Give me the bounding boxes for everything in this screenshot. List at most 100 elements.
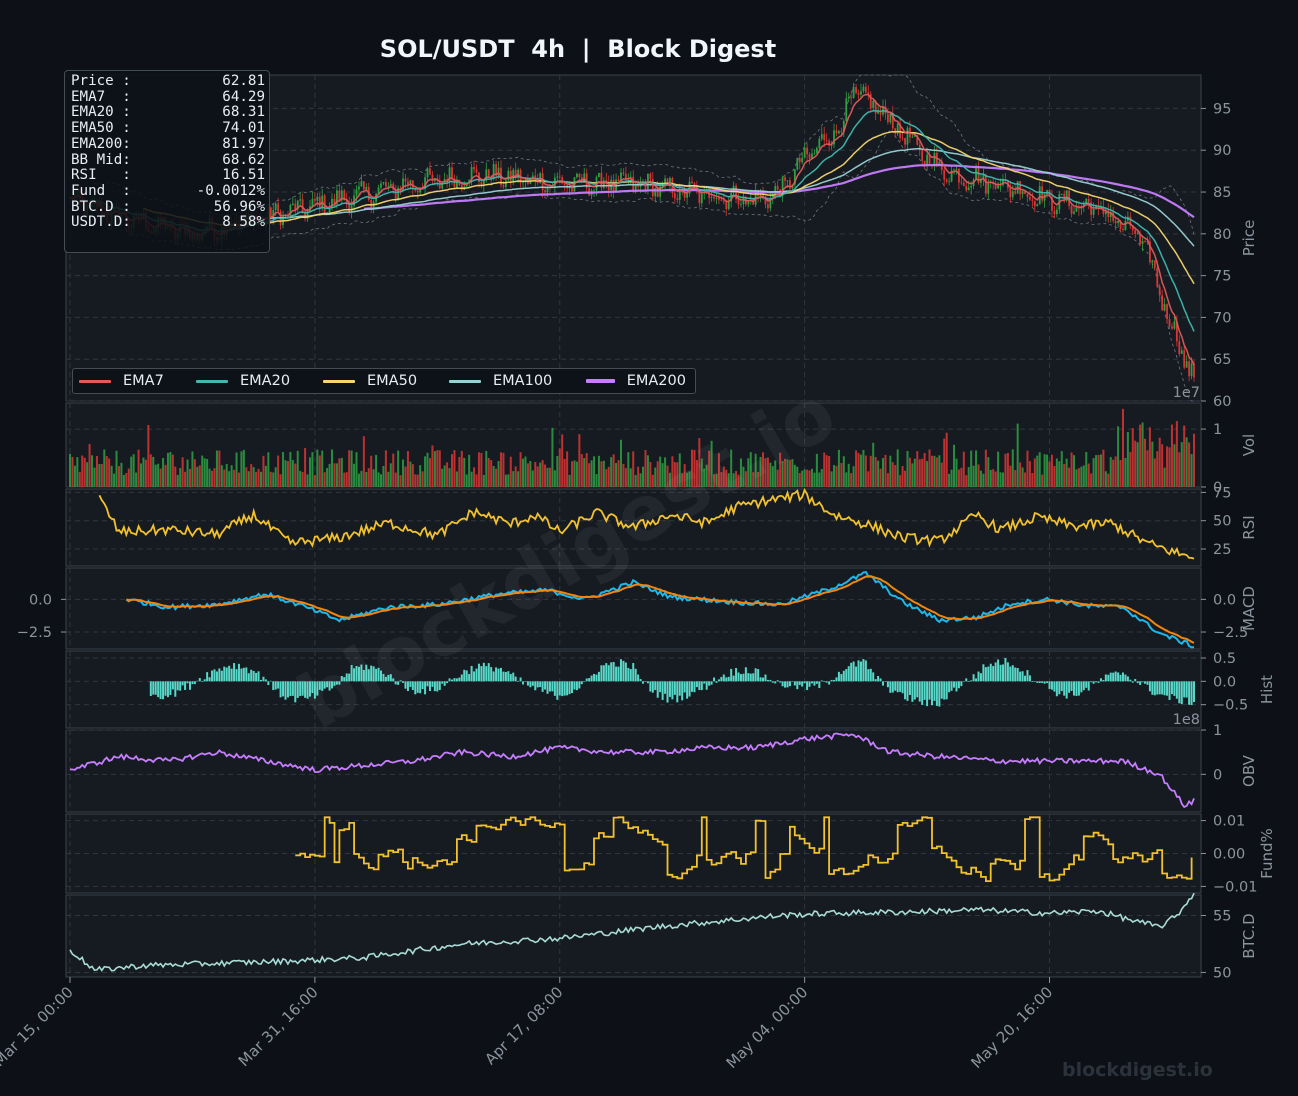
volume-bar — [1121, 408, 1124, 487]
volume-bar — [617, 460, 620, 487]
candle-body — [1060, 193, 1063, 195]
volume-bar — [977, 464, 980, 487]
hist-bar — [754, 668, 757, 682]
candle-body — [1031, 199, 1034, 201]
candle-body — [382, 182, 385, 184]
hist-bar — [717, 679, 720, 682]
candle-body — [487, 169, 490, 178]
volume-bar — [343, 472, 346, 487]
volume-bar — [818, 472, 821, 487]
info-row: Fund : -0.0012% — [71, 182, 265, 200]
volume-bar — [154, 464, 157, 487]
volume-bar — [754, 453, 757, 487]
hist-bar — [196, 680, 199, 682]
candle-body — [1158, 286, 1161, 296]
volume-bar — [918, 459, 921, 487]
candle-body — [1112, 212, 1115, 221]
hist-bar — [149, 681, 152, 697]
volume-bar — [277, 455, 280, 487]
volume-bar — [955, 458, 958, 487]
volume-bar — [110, 465, 113, 487]
candle-body — [620, 172, 622, 182]
volume-bar — [749, 452, 752, 487]
volume-bar — [828, 456, 831, 487]
volume-bar — [269, 471, 272, 487]
volume-bar — [803, 469, 806, 487]
candle-body — [527, 180, 529, 184]
volume-bar — [458, 456, 461, 487]
hist-bar — [1055, 681, 1058, 697]
hist-bar — [771, 681, 774, 683]
hist-bar — [776, 680, 779, 682]
hist-bar — [225, 667, 228, 682]
candle-body — [825, 140, 828, 141]
volume-bar — [468, 454, 471, 487]
hist-bar — [492, 671, 495, 682]
info-value: 68.62 — [222, 151, 265, 168]
candle-body — [1053, 210, 1056, 215]
candle-body — [867, 92, 870, 95]
hist-bar — [1077, 681, 1080, 696]
candle-body — [362, 181, 365, 190]
hist-bar — [264, 679, 267, 682]
volume-bar — [852, 466, 855, 487]
macd-histogram — [149, 658, 1195, 707]
candle-body — [1063, 193, 1066, 201]
volume-bar — [899, 475, 902, 487]
candle-body — [1119, 221, 1122, 229]
hist-bar — [340, 676, 343, 682]
hist-bar — [1065, 681, 1068, 699]
y-tick-label: 0 — [1213, 480, 1222, 496]
volume-bar — [759, 457, 762, 487]
candle-body — [1036, 204, 1039, 207]
hist-bar — [735, 668, 738, 682]
hist-bar — [1188, 681, 1191, 705]
info-label: Fund : — [71, 182, 131, 199]
volume-bar — [333, 463, 336, 487]
hist-bar — [463, 669, 466, 682]
volume-bar — [451, 454, 454, 487]
candle-body — [360, 181, 363, 187]
volume-bar — [122, 474, 125, 487]
hist-bar — [522, 681, 525, 685]
hist-bar — [438, 681, 441, 690]
candle-body — [798, 158, 801, 163]
volume-bar — [908, 457, 911, 487]
hist-bar — [605, 663, 608, 682]
candle-body — [918, 144, 921, 151]
candle-body — [345, 200, 348, 203]
volume-bar — [1058, 461, 1061, 487]
hist-bar — [188, 681, 191, 690]
hist-bar — [362, 669, 365, 682]
volume-bar — [710, 440, 713, 487]
volume-bar — [477, 452, 480, 487]
hist-bar — [725, 677, 728, 682]
volume-bar — [1048, 461, 1051, 487]
volume-bar — [485, 450, 488, 487]
candle-body — [634, 183, 637, 191]
volume-bar — [989, 469, 992, 487]
y-tick-label: 0.0 — [1213, 592, 1236, 608]
candle-body — [950, 170, 953, 182]
volume-bar — [1117, 426, 1120, 487]
candle-body — [1019, 181, 1022, 195]
hist-bar — [1050, 681, 1053, 690]
volume-bar — [86, 462, 89, 487]
info-row: EMA200: 81.97 — [71, 136, 265, 153]
candle-body — [338, 190, 341, 201]
hist-bar — [286, 681, 289, 698]
volume-bar — [1190, 454, 1193, 487]
hist-bar — [930, 681, 933, 706]
hist-bar — [301, 681, 304, 696]
hist-bar — [384, 676, 387, 682]
volume-bar — [700, 458, 703, 487]
candle-body — [967, 187, 970, 191]
volume-bar — [568, 474, 571, 487]
volume-bar — [982, 473, 985, 487]
candle-body — [304, 211, 306, 219]
volume-bar — [211, 470, 214, 487]
volume-bar — [583, 458, 586, 487]
hist-bar — [1163, 681, 1166, 696]
hist-bar — [615, 666, 618, 682]
hist-bar — [235, 669, 238, 682]
